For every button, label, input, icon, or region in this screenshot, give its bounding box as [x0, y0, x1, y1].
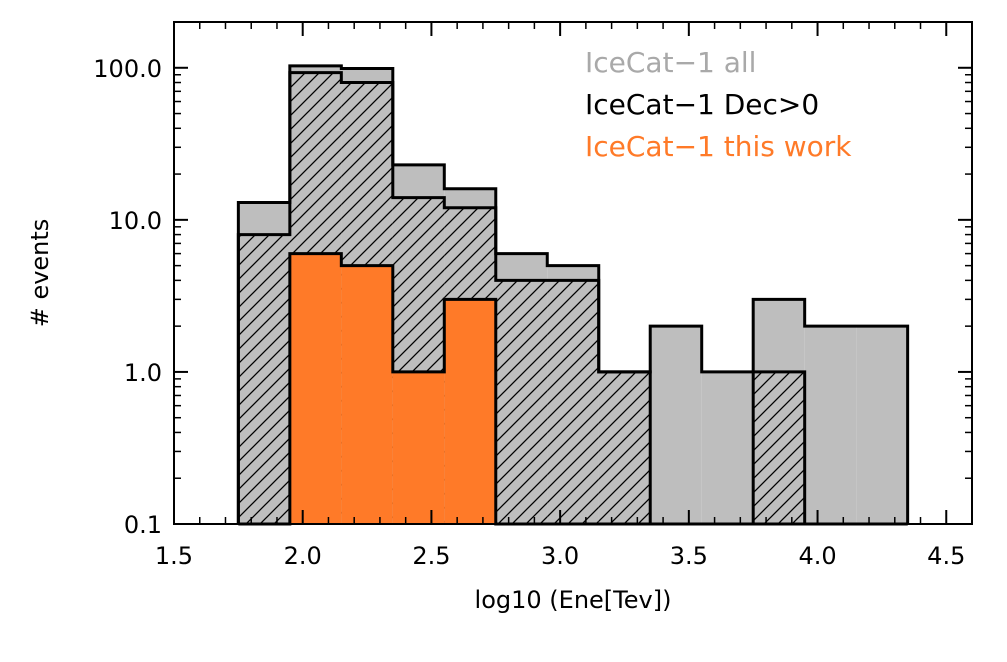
bar-dec-6: [547, 280, 599, 524]
bar-all-9: [701, 371, 754, 524]
y-tick-label: 1.0: [124, 359, 162, 387]
y-axis-title: # events: [26, 219, 54, 328]
plot-border: [173, 21, 973, 525]
y-tick-label: 0.1: [124, 511, 162, 539]
bar-dec-10: [753, 371, 805, 524]
series-work-bars: [289, 253, 496, 524]
legend: IceCat−1 all IceCat−1 Dec>0 IceCat−1 this …: [585, 46, 852, 163]
x-tick-label: 2.5: [412, 542, 450, 570]
y-axis: 0.1 1.0 10.0 100.0: [93, 21, 972, 539]
x-tick-label: 1.5: [155, 542, 193, 570]
plot-frame: [173, 21, 973, 525]
bar-dec-7: [598, 371, 651, 524]
bar-dec-0: [238, 234, 290, 525]
bar-all-11: [804, 326, 857, 524]
y-tick-label: 100.0: [93, 55, 162, 83]
x-tick-label: 4.5: [927, 542, 965, 570]
legend-entry-all: IceCat−1 all: [585, 46, 756, 79]
bar-work-1: [289, 253, 342, 524]
legend-entry-dec: IceCat−1 Dec>0: [585, 88, 819, 121]
x-axis: 1.5 2.0 2.5 3.0 3.5 4.0 4.5: [155, 22, 965, 570]
x-tick-label: 2.0: [284, 542, 322, 570]
bar-work-4: [444, 299, 496, 524]
x-tick-label: 3.0: [541, 542, 579, 570]
bar-all-8: [650, 326, 702, 524]
x-tick-label: 4.0: [798, 542, 836, 570]
outline-dec: [236, 71, 908, 526]
bar-all-12: [856, 326, 908, 524]
x-axis-title: log10 (Ene[Tev]): [475, 586, 672, 614]
bar-work-3: [392, 371, 445, 524]
x-tick-label: 3.5: [670, 542, 708, 570]
outline-all: [236, 64, 910, 524]
y-tick-label: 10.0: [109, 207, 162, 235]
bar-dec-5: [495, 280, 548, 524]
bar-work-2: [341, 265, 393, 524]
legend-entry-work: IceCat−1 this work: [585, 130, 852, 163]
